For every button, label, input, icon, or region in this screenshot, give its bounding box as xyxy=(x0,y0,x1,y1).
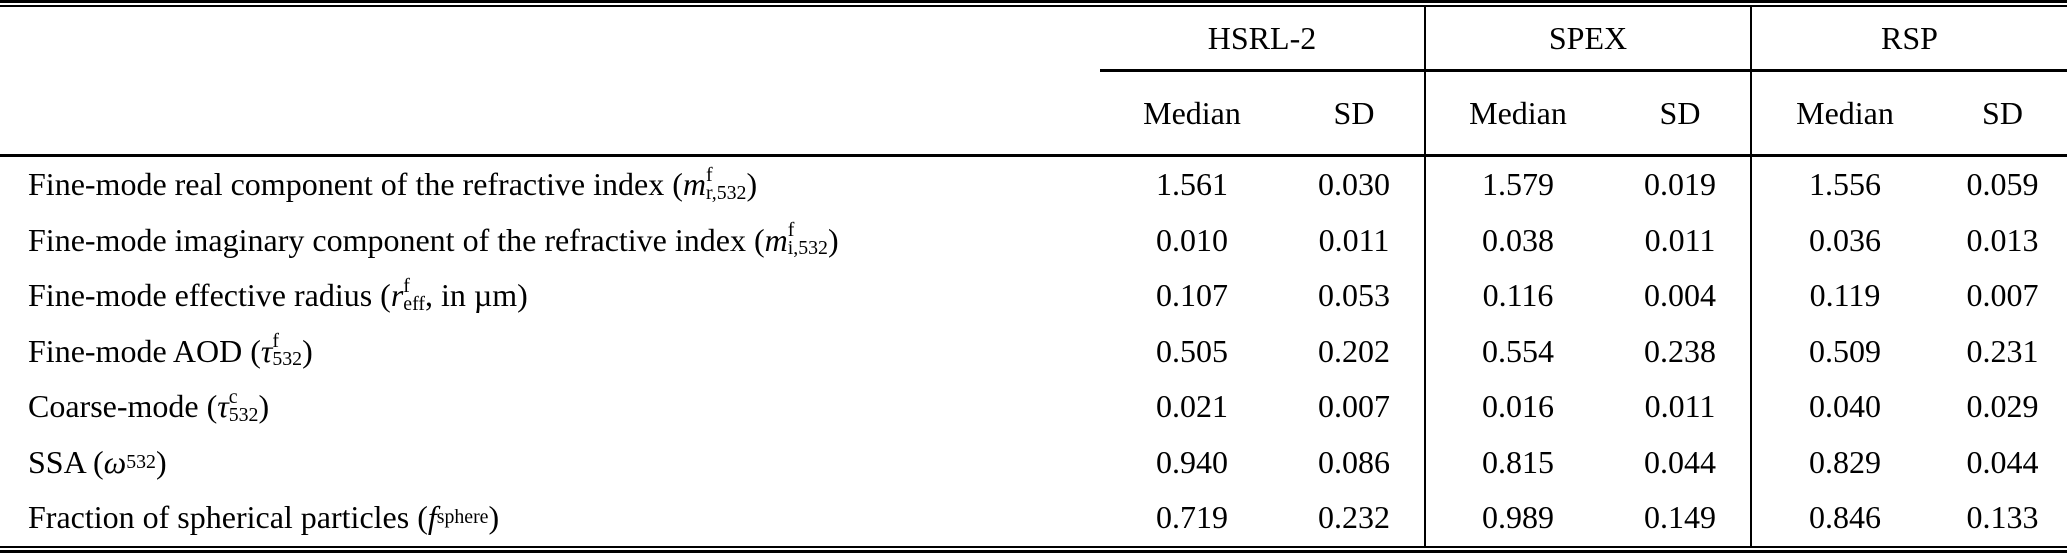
value-cell: 0.044 xyxy=(1966,443,2039,480)
value-cell: 0.554 xyxy=(1424,323,1610,379)
column-header-sd: SD xyxy=(1659,94,1701,131)
value-cell: 0.044 xyxy=(1644,443,1716,480)
value-cell: 0.119 xyxy=(1750,268,1938,324)
value-cell: 0.011 xyxy=(1318,221,1390,258)
column-header-sd: SD xyxy=(1982,94,2023,131)
column-header-median: Median xyxy=(1424,72,1610,154)
table-row: Coarse-mode (τ c 532) 0.021 0.007 0.016 0.… xyxy=(0,379,2067,435)
value-cell: 0.016 xyxy=(1424,379,1610,435)
column-header-median: Median xyxy=(1143,94,1241,131)
value-cell: 0.202 xyxy=(1318,332,1390,369)
column-header-sd: SD xyxy=(1333,94,1375,131)
value-cell: 0.719 xyxy=(1156,499,1228,536)
value-cell: 0.509 xyxy=(1750,323,1938,379)
value-cell: 0.149 xyxy=(1644,499,1716,536)
table-row: Fine-mode imaginary component of the ref… xyxy=(0,212,2067,268)
group-header-underline-rule xyxy=(1100,69,2067,72)
value-cell: 0.133 xyxy=(1966,499,2039,536)
value-cell: 0.829 xyxy=(1750,434,1938,490)
value-cell: 0.004 xyxy=(1644,277,1716,314)
row-label: Fine-mode real component of the refracti… xyxy=(28,163,758,204)
value-cell: 1.561 xyxy=(1156,166,1228,203)
value-cell: 0.940 xyxy=(1156,443,1228,480)
table-row: SSA (ω 532) 0.940 0.086 0.815 0.044 0.829… xyxy=(0,434,2067,490)
value-cell: 0.038 xyxy=(1424,212,1610,268)
value-cell: 0.011 xyxy=(1644,388,1716,425)
value-cell: 0.238 xyxy=(1644,332,1716,369)
value-cell: 0.013 xyxy=(1966,221,2039,258)
value-cell: 0.107 xyxy=(1156,277,1228,314)
row-label: Fraction of spherical particles (f sphere… xyxy=(28,499,500,536)
table-bottom-rule xyxy=(0,545,2067,553)
row-label: Fine-mode AOD (τ f 532) xyxy=(28,330,313,371)
group-header-row: HSRL-2 SPEX RSP xyxy=(0,7,2067,69)
value-cell: 0.989 xyxy=(1424,490,1610,546)
group-header-spex: SPEX xyxy=(1424,7,1750,69)
value-cell: 0.040 xyxy=(1750,379,1938,435)
table-row: Fine-mode AOD (τ f 532) 0.505 0.202 0.554 … xyxy=(0,323,2067,379)
value-cell: 1.579 xyxy=(1424,157,1610,213)
column-header-median: Median xyxy=(1750,72,1938,154)
value-cell: 0.505 xyxy=(1156,332,1228,369)
group-header-hsrl2: HSRL-2 xyxy=(1207,19,1317,56)
subheader-row: Median SD Median SD Median SD xyxy=(0,72,2067,154)
value-cell: 0.815 xyxy=(1424,434,1610,490)
value-cell: 0.007 xyxy=(1966,277,2039,314)
empty-header-cell xyxy=(0,7,1100,69)
group-header-rsp: RSP xyxy=(1750,7,2067,69)
value-cell: 1.556 xyxy=(1750,157,1938,213)
value-cell: 0.030 xyxy=(1318,166,1390,203)
value-cell: 0.846 xyxy=(1750,490,1938,546)
table-row: Fine-mode effective radius (r f eff, in µm… xyxy=(0,268,2067,324)
value-cell: 0.011 xyxy=(1644,221,1716,258)
table-top-rule xyxy=(0,0,2067,7)
row-label: SSA (ω 532) xyxy=(28,443,167,480)
table-row: Fraction of spherical particles (f sphere… xyxy=(0,490,2067,546)
value-cell: 0.021 xyxy=(1156,388,1228,425)
value-cell: 0.029 xyxy=(1966,388,2039,425)
row-label: Fine-mode imaginary component of the ref… xyxy=(28,219,839,260)
header-body-rule xyxy=(0,154,2067,157)
value-cell: 0.019 xyxy=(1644,166,1716,203)
value-cell: 0.232 xyxy=(1318,499,1390,536)
value-cell: 0.059 xyxy=(1966,166,2039,203)
value-cell: 0.010 xyxy=(1156,221,1228,258)
value-cell: 0.053 xyxy=(1318,277,1390,314)
table-row: Fine-mode real component of the refracti… xyxy=(0,157,2067,213)
value-cell: 0.086 xyxy=(1318,443,1390,480)
row-label: Fine-mode effective radius (r f eff, in µm… xyxy=(28,274,528,315)
value-cell: 0.007 xyxy=(1318,388,1390,425)
value-cell: 0.036 xyxy=(1750,212,1938,268)
row-label: Coarse-mode (τ c 532) xyxy=(28,385,270,426)
value-cell: 0.231 xyxy=(1966,332,2039,369)
value-cell: 0.116 xyxy=(1424,268,1610,324)
empty-header-cell xyxy=(0,72,1100,154)
